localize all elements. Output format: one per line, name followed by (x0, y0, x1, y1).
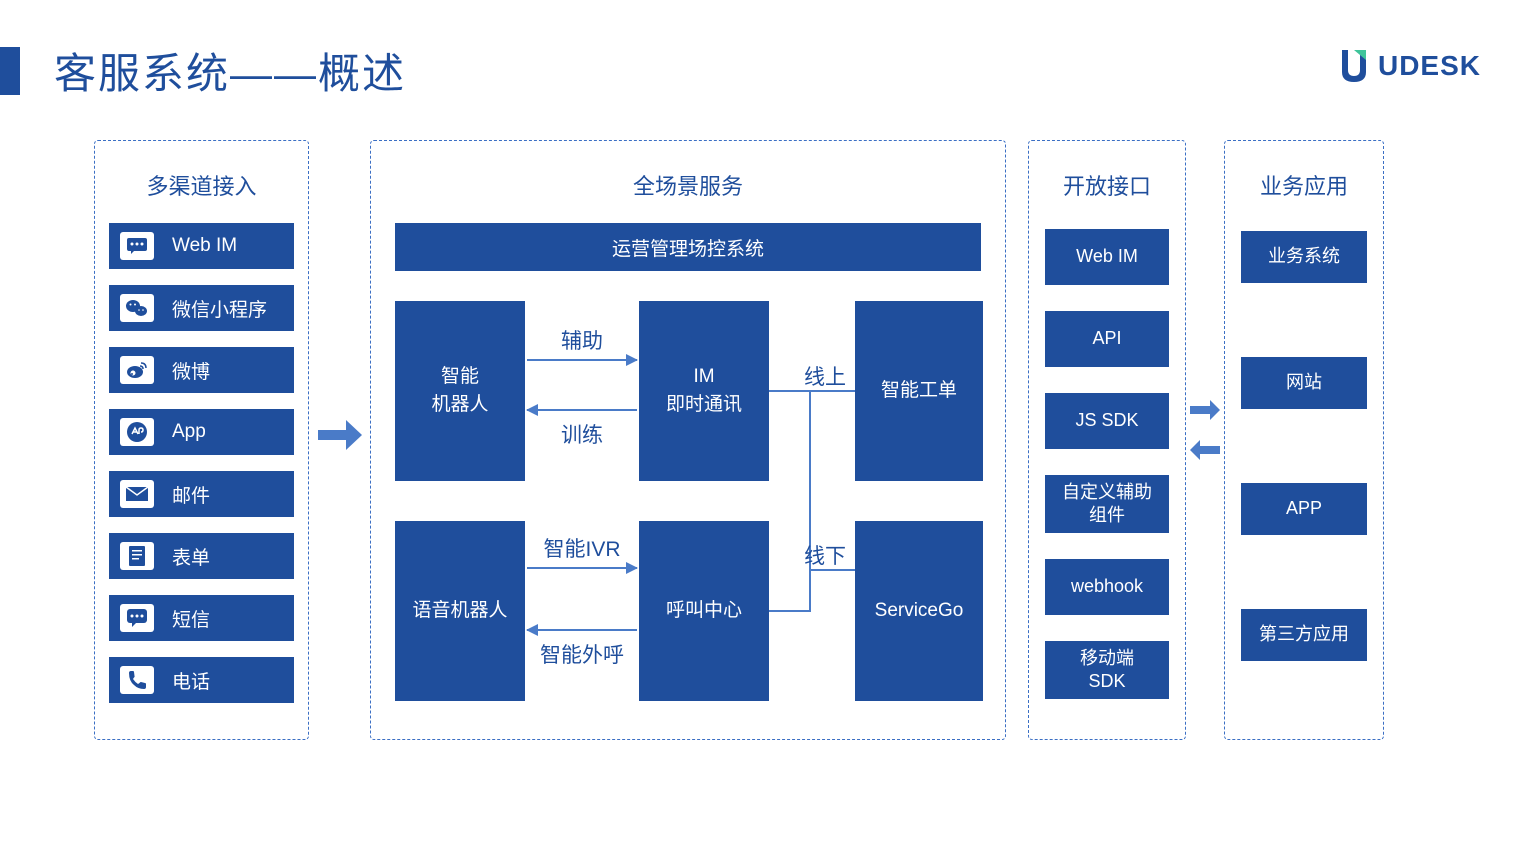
box-servicego: ServiceGo (855, 521, 983, 701)
channel-label: App (172, 421, 206, 443)
channels-list: Web IM 微信小程序 微博 App 邮件 (95, 223, 308, 703)
mail-icon (120, 480, 154, 508)
flow-outbound-label: 智能外呼 (525, 639, 639, 669)
service-title: 全场景服务 (371, 141, 1005, 223)
form-icon (120, 542, 154, 570)
api-webhook: webhook (1045, 559, 1169, 615)
biz-list: 业务系统 网站 APP 第三方应用 (1225, 231, 1383, 661)
api-title: 开放接口 (1029, 141, 1185, 229)
channel-phone: 电话 (109, 657, 294, 703)
channels-panel: 多渠道接入 Web IM 微信小程序 微博 App (94, 140, 309, 740)
channel-label: 短信 (172, 605, 210, 632)
channel-label: 表单 (172, 543, 210, 570)
api-api: API (1045, 311, 1169, 367)
arrow-api-to-biz (1190, 400, 1220, 420)
channel-sms: 短信 (109, 595, 294, 641)
channel-web-im: Web IM (109, 223, 294, 269)
arrow-biz-to-api (1190, 440, 1220, 460)
channel-mail: 邮件 (109, 471, 294, 517)
flow-train-arrow (527, 409, 637, 411)
api-js-sdk: JS SDK (1045, 393, 1169, 449)
page-title: 客服系统——概述 (54, 40, 406, 101)
biz-system: 业务系统 (1241, 231, 1367, 283)
channel-label: 邮件 (172, 481, 210, 508)
arrow-channels-to-service (318, 420, 362, 450)
box-robot: 智能 机器人 (395, 301, 525, 481)
box-im-line2: 即时通讯 (666, 391, 742, 420)
weibo-icon (120, 356, 154, 384)
channel-form: 表单 (109, 533, 294, 579)
biz-website: 网站 (1241, 357, 1367, 409)
flow-assist-label: 辅助 (525, 325, 639, 355)
channel-label: 微信小程序 (172, 295, 267, 322)
channel-app: App (109, 409, 294, 455)
biz-thirdparty: 第三方应用 (1241, 609, 1367, 661)
wechat-icon (120, 294, 154, 322)
flow-online-label: 线上 (797, 361, 853, 391)
flow-outbound-arrow (527, 629, 637, 631)
api-mobile-sdk: 移动端 SDK (1045, 641, 1169, 699)
app-icon (120, 418, 154, 446)
api-web-im: Web IM (1045, 229, 1169, 285)
biz-panel: 业务应用 业务系统 网站 APP 第三方应用 (1224, 140, 1384, 740)
flow-offline-label: 线下 (797, 540, 853, 570)
channel-label: 电话 (172, 667, 210, 694)
service-body: 智能 机器人 IM 即时通讯 智能工单 语音机器人 呼叫中心 ServiceGo… (395, 301, 981, 711)
service-top-bar: 运营管理场控系统 (395, 223, 981, 271)
service-panel: 全场景服务 运营管理场控系统 智能 机器人 IM 即时通讯 智能工单 语音机器人… (370, 140, 1006, 740)
title-accent (0, 47, 20, 95)
chat-icon (120, 232, 154, 260)
logo-text: UDESK (1378, 50, 1481, 82)
title-bar: 客服系统——概述 (0, 40, 406, 101)
flow-train-label: 训练 (525, 419, 639, 449)
channel-wechat: 微信小程序 (109, 285, 294, 331)
flow-assist-arrow (527, 359, 637, 361)
conn-call-h (769, 610, 809, 612)
box-im: IM 即时通讯 (639, 301, 769, 481)
flow-ivr-label: 智能IVR (525, 533, 639, 563)
udesk-logo-icon (1338, 48, 1370, 84)
api-panel: 开放接口 Web IM API JS SDK 自定义辅助 组件 webhook … (1028, 140, 1186, 740)
sms-icon (120, 604, 154, 632)
brand-logo: UDESK (1338, 48, 1481, 84)
box-voice-robot: 语音机器人 (395, 521, 525, 701)
channel-label: 微博 (172, 357, 210, 384)
box-call-center: 呼叫中心 (639, 521, 769, 701)
biz-title: 业务应用 (1225, 141, 1383, 231)
channel-weibo: 微博 (109, 347, 294, 393)
channel-label: Web IM (172, 235, 237, 257)
biz-app: APP (1241, 483, 1367, 535)
flow-ivr-arrow (527, 567, 637, 569)
conn-vertical (809, 390, 811, 612)
box-im-line1: IM (693, 363, 714, 392)
box-ticket: 智能工单 (855, 301, 983, 481)
api-list: Web IM API JS SDK 自定义辅助 组件 webhook 移动端 S… (1029, 229, 1185, 699)
api-custom-component: 自定义辅助 组件 (1045, 475, 1169, 533)
channels-title: 多渠道接入 (95, 141, 308, 223)
phone-icon (120, 666, 154, 694)
